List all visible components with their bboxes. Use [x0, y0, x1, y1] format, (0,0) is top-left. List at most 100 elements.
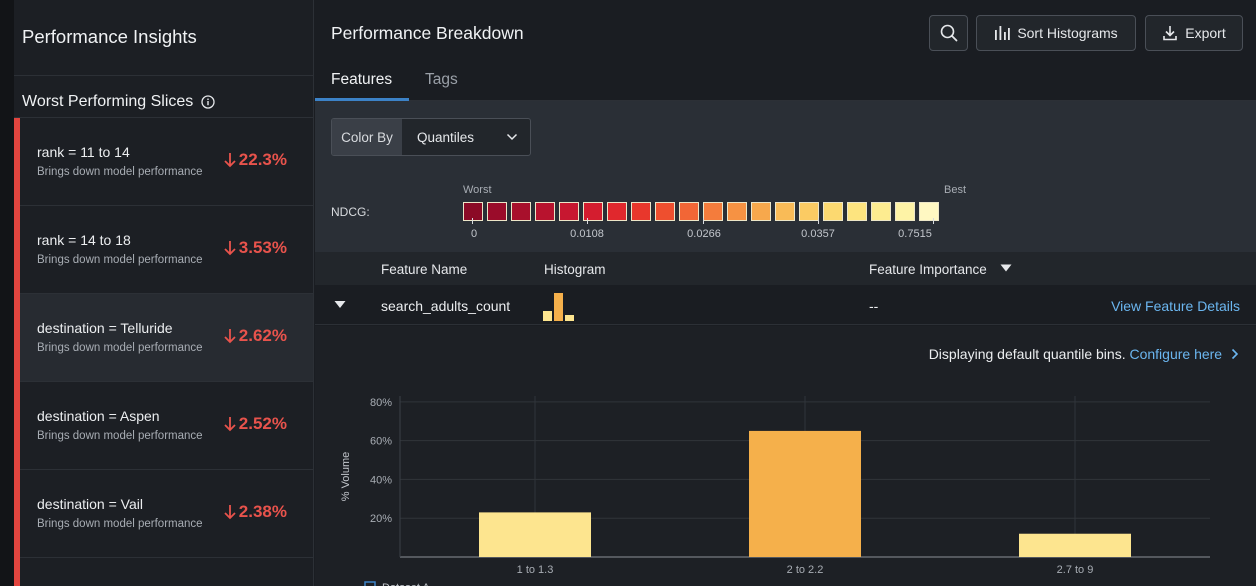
scale-tick	[587, 218, 588, 224]
caret-down-icon	[334, 301, 346, 308]
slice-description: Brings down model performance	[37, 254, 203, 266]
y-tick-label: 80%	[370, 397, 392, 409]
scale-tick-label: 0.0266	[687, 228, 721, 240]
configure-link[interactable]: Configure here	[1129, 346, 1240, 362]
table-row[interactable]: search_adults_count -- View Feature Deta…	[315, 285, 1256, 325]
view-feature-details-link[interactable]: View Feature Details	[1111, 298, 1240, 314]
histogram-header: Histogram	[544, 262, 606, 277]
y-tick-label: 60%	[370, 436, 392, 448]
color-swatch	[535, 202, 555, 221]
bins-note-text: Displaying default quantile bins.	[928, 346, 1126, 362]
color-swatch	[871, 202, 891, 221]
color-by-select[interactable]: Color By Quantiles	[331, 118, 531, 156]
download-icon	[1163, 26, 1178, 41]
slice-item[interactable]: rank = 14 to 18 Brings down model perfor…	[20, 206, 313, 294]
worst-slices-heading: Worst Performing Slices	[22, 92, 194, 110]
y-axis-label: % Volume	[340, 452, 352, 502]
mini-histogram	[543, 291, 577, 321]
slice-name: rank = 14 to 18	[37, 232, 131, 248]
color-swatch	[703, 202, 723, 221]
color-swatch	[751, 202, 771, 221]
x-tick-label: 1 to 1.3	[517, 564, 554, 576]
mini-hist-bar	[565, 315, 574, 321]
slice-drop-value: 3.53%	[224, 238, 287, 258]
slice-description: Brings down model performance	[37, 166, 203, 178]
bar-chart-icon	[995, 26, 1011, 40]
color-swatch	[607, 202, 627, 221]
active-tab-indicator	[315, 98, 409, 101]
histogram-bar	[749, 430, 861, 557]
chevron-right-icon	[1231, 348, 1239, 360]
color-swatch	[823, 202, 843, 221]
y-tick-label: 20%	[370, 513, 392, 525]
quantile-bins-note: Displaying default quantile bins. Config…	[929, 346, 1240, 362]
export-button[interactable]: Export	[1145, 15, 1243, 51]
color-swatch	[679, 202, 699, 221]
histogram-bar	[479, 512, 591, 557]
slice-drop-value: 2.52%	[224, 414, 287, 434]
slice-description: Brings down model performance	[37, 342, 203, 354]
x-tick-label: 2.7 to 9	[1057, 564, 1094, 576]
histogram-bar	[1019, 533, 1131, 557]
insights-sidebar: Performance Insights Worst Performing Sl…	[14, 0, 314, 586]
slice-value-text: 22.3%	[238, 150, 287, 169]
sidebar-subtitle: Worst Performing Slices	[14, 76, 313, 118]
color-swatch	[919, 202, 939, 221]
slice-name: destination = Telluride	[37, 320, 173, 336]
color-swatch	[847, 202, 867, 221]
arrow-down-icon	[224, 329, 236, 344]
arrow-down-icon	[224, 241, 236, 256]
slice-description: Brings down model performance	[37, 518, 203, 530]
color-swatch	[583, 202, 603, 221]
sort-desc-icon	[1000, 264, 1012, 272]
color-by-label: Color By	[332, 119, 402, 155]
arrow-down-icon	[224, 417, 236, 432]
slice-value-text: 2.38%	[238, 502, 287, 521]
legend-label: Dataset A	[382, 582, 430, 586]
search-icon	[940, 24, 957, 42]
feature-detail-panel: Displaying default quantile bins. Config…	[315, 326, 1256, 586]
slice-value-text: 3.53%	[238, 238, 287, 257]
search-button[interactable]	[929, 15, 968, 51]
mini-hist-bar	[543, 311, 552, 321]
slice-name: destination = Aspen	[37, 408, 160, 424]
sidebar-title: Performance Insights	[14, 0, 313, 76]
slice-item[interactable]: rank = 11 to 14 Brings down model perfor…	[20, 118, 313, 206]
arrow-down-icon	[224, 505, 236, 520]
color-swatch	[727, 202, 747, 221]
tab-tags[interactable]: Tags	[425, 71, 458, 88]
slice-drop-value: 22.3%	[224, 150, 287, 170]
tab-features[interactable]: Features	[331, 71, 393, 88]
color-by-selected: Quantiles	[417, 129, 475, 145]
mini-hist-bar	[554, 293, 563, 321]
feature-importance-header[interactable]: Feature Importance	[869, 262, 987, 277]
scale-tick	[472, 218, 473, 224]
slice-item[interactable]: destination = Vail Brings down model per…	[20, 470, 313, 558]
slice-description: Brings down model performance	[37, 430, 203, 442]
scale-tick-label: 0	[470, 228, 478, 240]
color-by-value: Quantiles	[402, 119, 530, 155]
y-tick-label: 40%	[370, 474, 392, 486]
slice-list: rank = 11 to 14 Brings down model perfor…	[14, 118, 313, 586]
sort-histograms-button[interactable]: Sort Histograms	[976, 15, 1136, 51]
export-label: Export	[1185, 25, 1226, 41]
slice-item[interactable]: destination = Aspen Brings down model pe…	[20, 382, 313, 470]
slice-severity-bar	[14, 118, 20, 586]
feature-name-header[interactable]: Feature Name	[381, 262, 468, 277]
color-scale	[463, 202, 943, 221]
color-swatch	[463, 202, 483, 221]
scale-best-label: Best	[944, 184, 967, 196]
feature-table-header: Feature Name Histogram Feature Importanc…	[315, 252, 1256, 285]
page-title: Performance Breakdown	[331, 23, 524, 43]
slice-value-text: 2.52%	[238, 414, 287, 433]
slice-item[interactable]: destination = Telluride Brings down mode…	[20, 294, 313, 382]
slice-name: rank = 11 to 14	[37, 144, 130, 160]
feature-name: search_adults_count	[381, 298, 511, 314]
color-swatch	[511, 202, 531, 221]
sort-label: Sort Histograms	[1017, 25, 1118, 41]
x-tick-label: 2 to 2.2	[787, 564, 824, 576]
color-swatch	[775, 202, 795, 221]
info-icon[interactable]	[201, 94, 215, 109]
scale-tick	[933, 218, 934, 224]
scale-tick	[703, 218, 704, 224]
